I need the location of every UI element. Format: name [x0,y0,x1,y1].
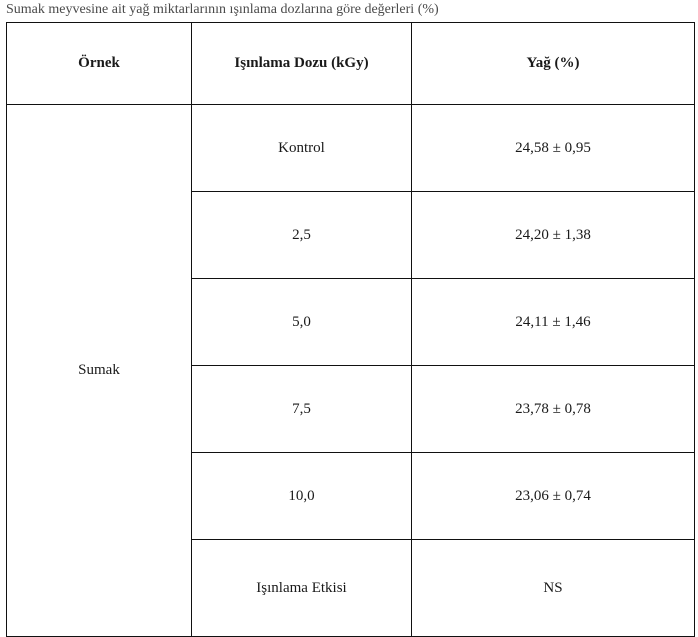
fat-cell: 24,58 ± 0,95 [412,105,695,192]
fat-cell: 23,06 ± 0,74 [412,453,695,540]
table-row: Sumak Kontrol 24,58 ± 0,95 [7,105,695,192]
col-header-sample: Örnek [7,23,192,105]
dose-cell: 10,0 [192,453,412,540]
table-caption: Sumak meyvesine ait yağ miktarlarının ış… [0,0,698,16]
fat-cell: NS [412,540,695,637]
fat-cell: 24,20 ± 1,38 [412,192,695,279]
dose-cell: 5,0 [192,279,412,366]
col-header-dose: Işınlama Dozu (kGy) [192,23,412,105]
dose-cell: Işınlama Etkisi [192,540,412,637]
dose-cell: 2,5 [192,192,412,279]
col-header-fat: Yağ (%) [412,23,695,105]
fat-cell: 24,11 ± 1,46 [412,279,695,366]
dose-cell: 7,5 [192,366,412,453]
dose-cell: Kontrol [192,105,412,192]
table-header-row: Örnek Işınlama Dozu (kGy) Yağ (%) [7,23,695,105]
sample-cell: Sumak [7,105,192,637]
fat-cell: 23,78 ± 0,78 [412,366,695,453]
data-table: Örnek Işınlama Dozu (kGy) Yağ (%) Sumak … [6,22,695,637]
